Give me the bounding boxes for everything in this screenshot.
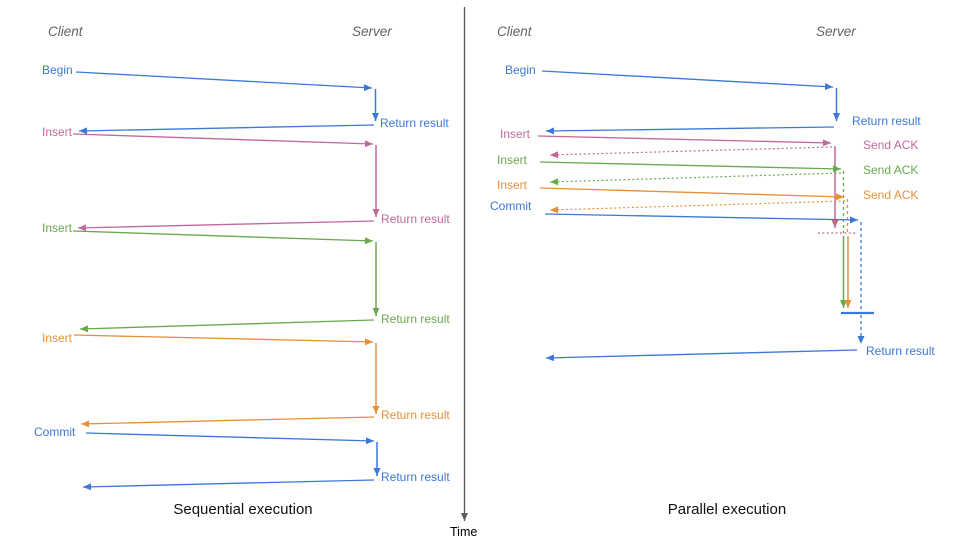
- seq-flow-commit: [82, 432, 381, 491]
- time-axis-label: Time: [450, 525, 478, 539]
- seq-insert2-label: Insert: [42, 221, 73, 235]
- par-flow-insert-2: [539, 161, 847, 308]
- sequential-execution-title: Sequential execution: [173, 501, 313, 518]
- par-flow-begin: [541, 70, 840, 135]
- seq-insert2-return-label: Return result: [381, 312, 450, 326]
- seq-begin-label: Begin: [42, 63, 73, 77]
- par-insert2-label: Insert: [497, 153, 528, 167]
- par-insert1-label: Insert: [500, 127, 531, 141]
- seq-flow-begin: [75, 71, 379, 135]
- par-flow-commit: [544, 213, 874, 362]
- par-commit-return-label: Return result: [866, 344, 935, 358]
- par-begin-return-label: Return result: [852, 114, 921, 128]
- par-insert2-ack-label: Send ACK: [863, 163, 919, 177]
- seq-commit-label: Commit: [34, 425, 76, 439]
- par-insert1-ack-label: Send ACK: [863, 138, 919, 152]
- par-flow-insert-1: [537, 135, 856, 234]
- seq-insert1-label: Insert: [42, 125, 73, 139]
- par-commit-label: Commit: [490, 199, 532, 213]
- seq-server-header: Server: [352, 24, 392, 39]
- par-client-header: Client: [497, 24, 532, 39]
- seq-begin-return-label: Return result: [380, 116, 449, 130]
- seq-flow-insert-2: [72, 230, 380, 333]
- seq-insert3-return-label: Return result: [381, 408, 450, 422]
- seq-insert1-return-label: Return result: [381, 212, 450, 226]
- seq-flow-insert-1: [72, 133, 380, 232]
- par-begin-label: Begin: [505, 63, 536, 77]
- par-insert3-label: Insert: [497, 178, 528, 192]
- seq-client-header: Client: [48, 24, 83, 39]
- par-server-header: Server: [816, 24, 856, 39]
- parallel-execution-title: Parallel execution: [667, 501, 787, 518]
- seq-flow-insert-3: [73, 334, 380, 428]
- par-insert3-ack-label: Send ACK: [863, 188, 919, 202]
- seq-commit-return-label: Return result: [381, 470, 450, 484]
- par-flow-insert-3: [539, 187, 852, 308]
- seq-insert3-label: Insert: [42, 331, 73, 345]
